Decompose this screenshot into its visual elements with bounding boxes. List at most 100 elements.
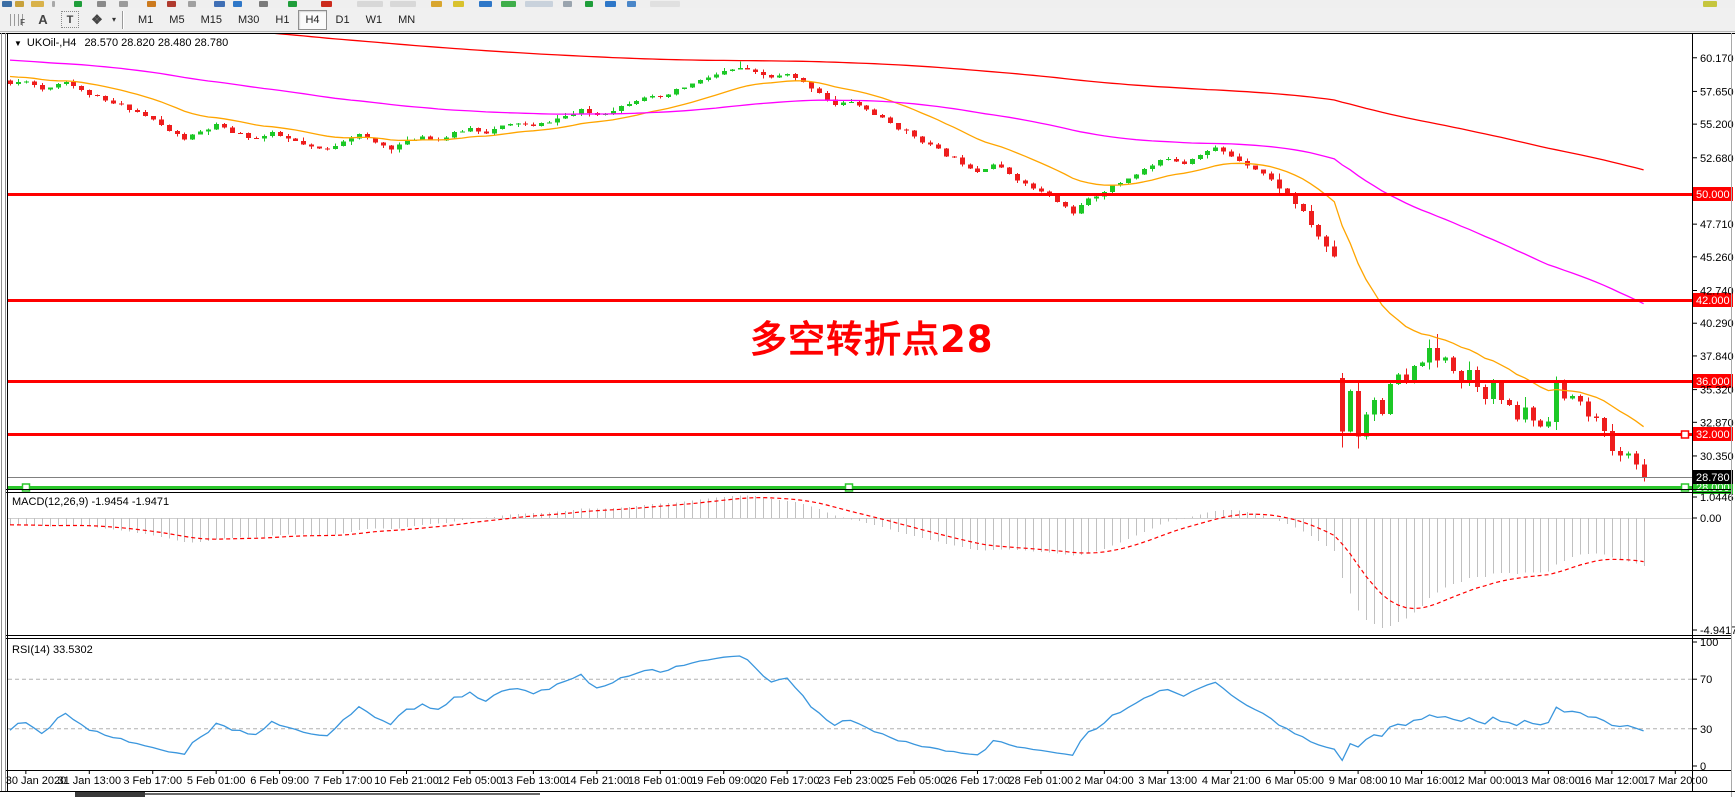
hline-handle-left[interactable] — [21, 483, 31, 492]
timeframe-button-m15[interactable]: M15 — [200, 13, 222, 26]
clipped-toolbar-icon[interactable] — [627, 1, 636, 7]
candlestick-series — [8, 61, 1647, 482]
clipped-toolbar-icon[interactable] — [259, 1, 268, 7]
timeframe-button-h1[interactable]: H1 — [275, 13, 290, 26]
time-tick-label: 26 Feb 17:00 — [945, 775, 1010, 787]
price-tick-label: 57.650 — [1700, 86, 1734, 98]
moving-averages — [9, 33, 1644, 428]
timeframe-button-mn[interactable]: MN — [398, 13, 416, 26]
chart-ohlc-values: 28.570 28.820 28.480 28.780 — [84, 37, 229, 49]
clipped-toolbar-icon[interactable] — [147, 1, 156, 7]
current-price-label — [1693, 470, 1733, 484]
hline-handle-right[interactable] — [1680, 483, 1690, 492]
clipped-toolbar-icon[interactable] — [119, 1, 128, 7]
time-tick-label: 3 Mar 13:00 — [1138, 775, 1197, 787]
timeframe-button-m30[interactable]: M30 — [237, 13, 260, 26]
chart-dropdown-icon[interactable]: ▼ — [14, 39, 22, 48]
price-tick-label: 30.350 — [1700, 451, 1734, 463]
text-a-icon[interactable]: A — [38, 12, 48, 27]
macd-panel: 1.0446 0.00 -4.9417 — [8, 492, 1735, 637]
price-42.000-label — [1693, 293, 1733, 307]
macd-label: MACD(12,26,9) -1.9454 -1.9471 — [12, 496, 170, 508]
svg-text:28.780: 28.780 — [1696, 472, 1730, 484]
time-tick-label: 13 Feb 13:00 — [501, 775, 566, 787]
clipped-toolbar-icon[interactable] — [563, 1, 572, 7]
clipped-toolbar-icon[interactable] — [188, 1, 196, 7]
time-tick-label: 10 Feb 21:00 — [374, 775, 439, 787]
clipped-toolbar-icon[interactable] — [74, 1, 82, 7]
price-scale[interactable]: 60.170 57.650 55.200 52.680 47.710 45.260 42.7… — [1692, 53, 1734, 463]
chart-title: ▼ UKOil-,H4 28.570 28.820 28.480 28.780 — [14, 37, 228, 49]
time-tick-label: 16 Mar 12:00 — [1579, 775, 1644, 787]
time-tick-label: 13 Mar 08:00 — [1516, 775, 1581, 787]
panel-frames — [0, 33, 1735, 797]
hline-handle-right[interactable] — [1680, 430, 1690, 439]
clipped-toolbar-icon[interactable] — [31, 1, 44, 7]
time-tick-label: 9 Mar 08:00 — [1329, 775, 1388, 787]
clipped-toolbar-icon[interactable] — [390, 1, 416, 7]
chart-annotation-text[interactable]: 多空转折点28 — [750, 318, 994, 361]
ma-90-line[interactable] — [9, 59, 1644, 305]
timeframe-button-m1[interactable]: M1 — [138, 13, 154, 26]
price-tick-label: 52.680 — [1700, 153, 1734, 165]
price-tick-label: 37.840 — [1700, 351, 1734, 363]
clipped-toolbar-icon[interactable] — [288, 1, 297, 7]
bottom-window-tab[interactable] — [75, 792, 145, 797]
clipped-toolbar-icon[interactable] — [233, 1, 242, 7]
time-tick-label: 14 Feb 21:00 — [564, 775, 629, 787]
price-tick-label: 35.320 — [1700, 385, 1734, 397]
hline-handle-center[interactable] — [844, 483, 854, 492]
timeframe-button-w1[interactable]: W1 — [365, 13, 383, 26]
clipped-toolbar-icon[interactable] — [97, 1, 106, 7]
clipped-toolbar-icon[interactable] — [167, 1, 176, 7]
svg-text:42.000: 42.000 — [1696, 295, 1730, 307]
clipped-toolbar-icon[interactable] — [501, 1, 516, 7]
timeframe-button-d1[interactable]: D1 — [335, 13, 350, 26]
macd-scale-label: 1.0446 — [1700, 492, 1734, 504]
time-tick-label: 4 Mar 21:00 — [1202, 775, 1261, 787]
time-tick-label: 20 Feb 17:00 — [755, 775, 820, 787]
time-tick-label: 3 Feb 17:00 — [123, 775, 182, 787]
timeframe-buttons-group: M1 M5 M15 M30 H1 H4 D1 W1 MN — [130, 9, 423, 30]
timeframe-button-h4[interactable]: H4 — [298, 9, 327, 30]
rsi-label: RSI(14) 33.5302 — [12, 644, 93, 656]
clipped-toolbar-icon[interactable] — [605, 1, 616, 7]
ma-18-line[interactable] — [9, 75, 1644, 428]
text-box-icon[interactable]: T — [61, 11, 79, 28]
clipped-toolbar-icon[interactable] — [1703, 1, 1717, 7]
object-tools-icon[interactable]: ❖ — [91, 11, 103, 27]
clipped-toolbar-icon[interactable] — [585, 1, 593, 7]
time-tick-label: 5 Feb 01:00 — [187, 775, 246, 787]
svg-text:36.000: 36.000 — [1696, 376, 1730, 388]
clipped-toolbar-icon[interactable] — [321, 1, 332, 7]
clipped-toolbar-icon[interactable] — [431, 1, 442, 7]
clipped-toolbar-icon[interactable] — [650, 1, 680, 7]
price-tick-label: 42.740 — [1700, 286, 1734, 298]
clipped-toolbar-icon[interactable] — [52, 1, 55, 7]
drawing-tools-group: F A T ❖ ▾ — [0, 9, 118, 30]
clipped-toolbar-icon[interactable] — [15, 1, 24, 7]
rsi-scale-label: 30 — [1700, 724, 1712, 736]
grid-f-icon[interactable]: F — [6, 10, 28, 29]
clipped-toolbar-icon[interactable] — [214, 1, 225, 7]
clipped-toolbar-icon[interactable] — [357, 1, 383, 7]
price-32.000-label — [1693, 427, 1733, 441]
price-tick-label: 40.290 — [1700, 318, 1734, 330]
clipped-toolbar-icon[interactable] — [525, 1, 553, 7]
toolbar: F A T ❖ ▾ M1 M5 M15 M30 H1 H4 D1 W1 MN — [0, 8, 1735, 32]
tools-dropdown-caret[interactable]: ▾ — [112, 15, 117, 24]
time-tick-label: 7 Feb 17:00 — [314, 775, 373, 787]
ma-300-line[interactable] — [10, 33, 1644, 171]
timeframe-button-m5[interactable]: M5 — [169, 13, 185, 26]
time-tick-label: 17 Mar 20:00 — [1643, 775, 1708, 787]
time-tick-label: 12 Feb 05:00 — [438, 775, 503, 787]
clipped-toolbar-icon[interactable] — [453, 1, 464, 7]
time-tick-label: 19 Feb 09:00 — [691, 775, 756, 787]
chart-window: 28.000 28.780 50.000 42.000 36.000 32.000 60.1… — [0, 33, 1735, 797]
clipped-toolbar-icon[interactable] — [479, 1, 492, 7]
chart-canvas[interactable]: 28.00028.78050.00042.00036.00032.00060.1… — [0, 33, 1735, 797]
time-tick-label: 12 Mar 00:00 — [1453, 775, 1518, 787]
clipped-toolbar-icon[interactable] — [2, 1, 12, 7]
time-tick-label: 23 Feb 23:00 — [818, 775, 883, 787]
